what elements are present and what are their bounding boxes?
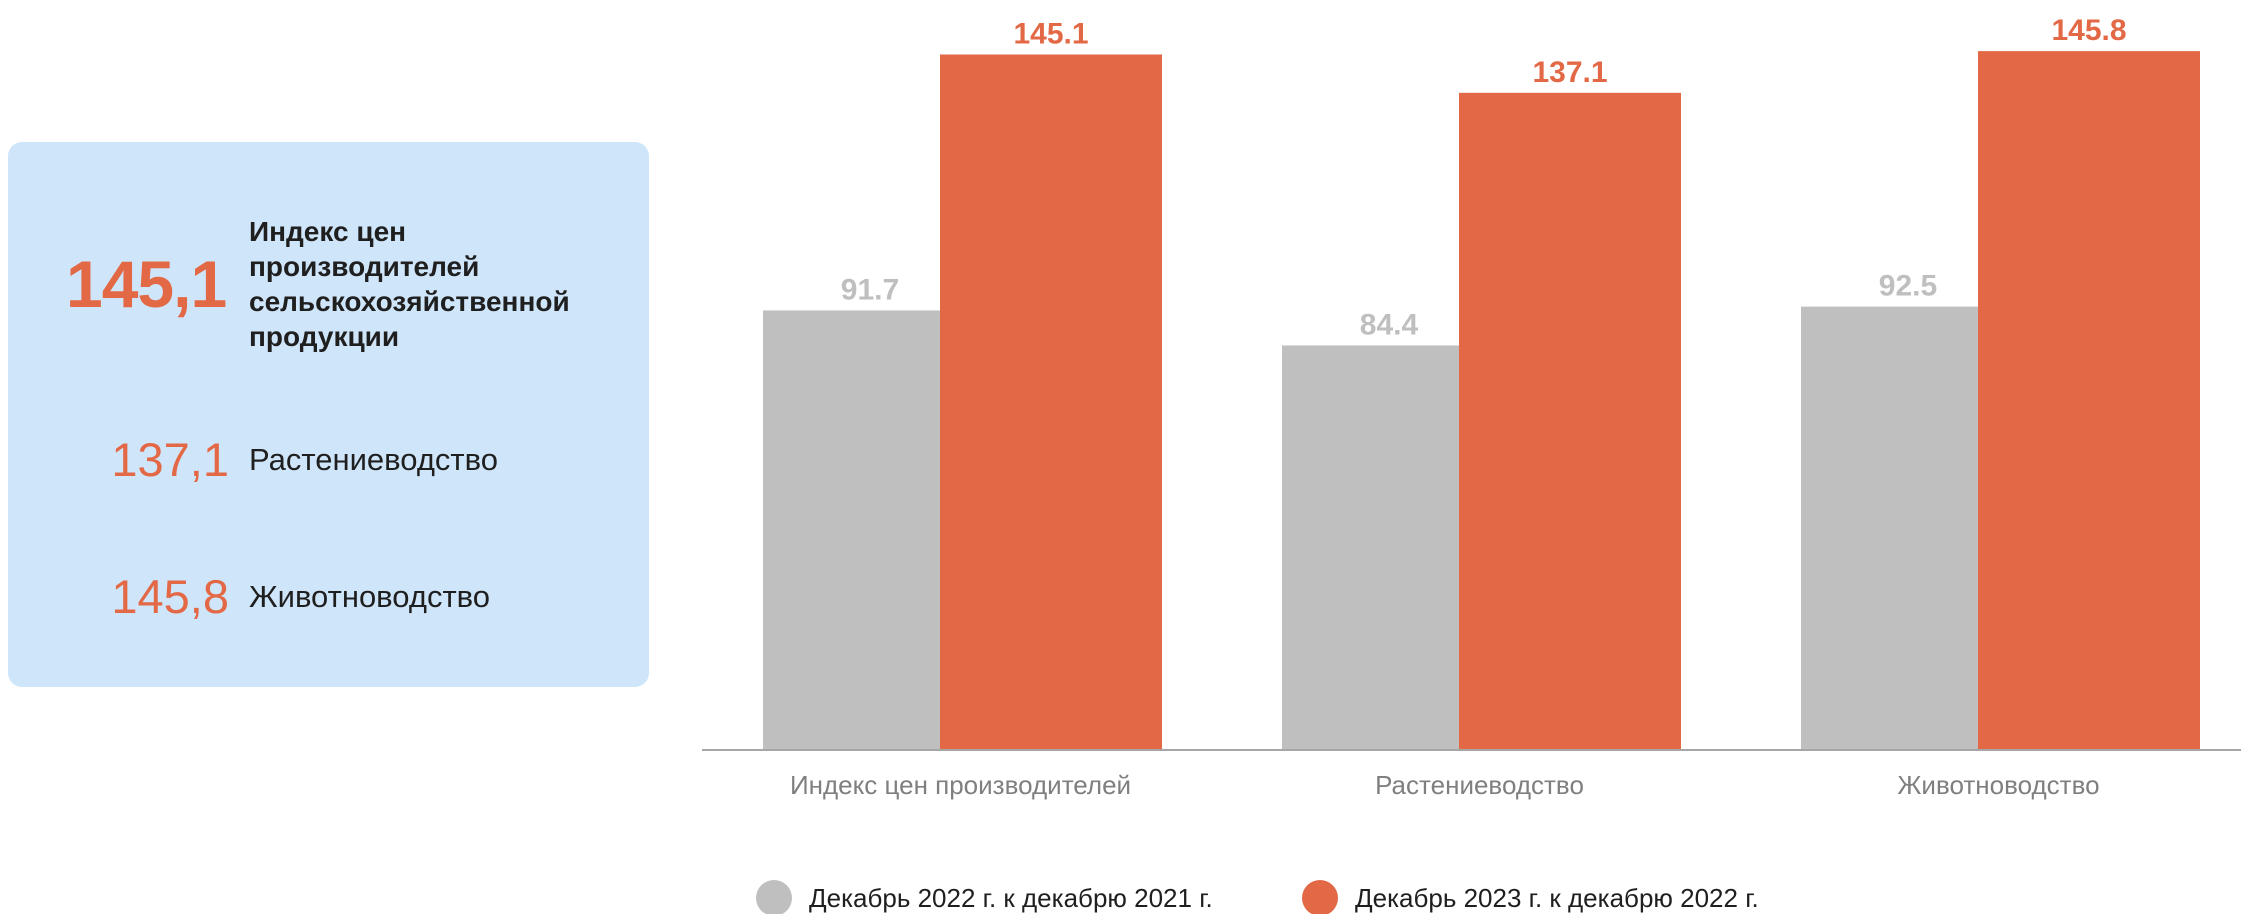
data-label: 145.8 [2051, 14, 2126, 47]
summary-card: 145,1 Индекс цен производителей сельскох… [8, 142, 649, 687]
data-label: 92.5 [1879, 270, 1937, 303]
x-tick-label: Индекс цен производителей [790, 770, 1131, 800]
summary-main-value: 145,1 [66, 247, 227, 321]
x-tick-label: Растениеводство [1375, 770, 1584, 800]
legend-swatch [756, 880, 792, 914]
summary-item-value: 145,8 [111, 570, 229, 623]
summary-item-value: 137,1 [111, 433, 229, 486]
data-label: 145.1 [1013, 17, 1088, 50]
summary-item-label: Растениеводство [249, 441, 498, 477]
bar [1282, 345, 1459, 750]
legend-item: Декабрь 2023 г. к декабрю 2022 г. [1302, 880, 1759, 914]
legend-swatch [1302, 880, 1338, 914]
bar [940, 54, 1162, 750]
summary-item-row: 137,1 Растениеводство [66, 432, 498, 487]
summary-item-row: 145,8 Животноводство [66, 569, 490, 624]
x-tick-label: Животноводство [1897, 770, 2099, 800]
bar [1459, 92, 1681, 751]
data-label: 84.4 [1360, 308, 1419, 341]
summary-main-row: 145,1 Индекс цен производителей сельскох… [66, 214, 589, 354]
bar [1801, 306, 1978, 750]
legend-item: Декабрь 2022 г. к декабрю 2021 г. [756, 880, 1213, 914]
summary-item-label: Животноводство [249, 578, 491, 614]
bar [1978, 51, 2200, 751]
legend-label: Декабрь 2023 г. к декабрю 2022 г. [1355, 882, 1759, 913]
bar [763, 310, 940, 750]
summary-main-label: Индекс цен производителей сельскохозяйст… [249, 216, 570, 352]
legend-label: Декабрь 2022 г. к декабрю 2021 г. [809, 882, 1213, 913]
data-label: 91.7 [841, 273, 899, 306]
data-label: 137.1 [1532, 56, 1607, 89]
